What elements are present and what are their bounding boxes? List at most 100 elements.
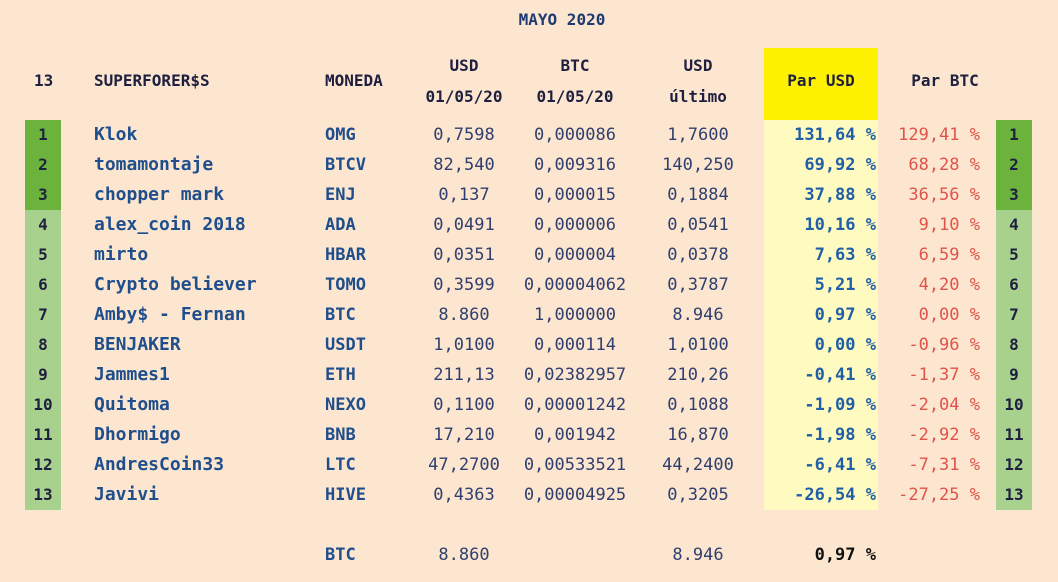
par-btc-value: -2,92 % [908,425,980,445]
rank-right: 11 [996,420,1032,450]
rank-right: 4 [996,210,1032,240]
header-name: SUPERFORER$S [94,71,210,90]
usd-start-value: 1,0100 [433,335,495,355]
par-usd-value: 7,63 % [814,245,876,265]
footer-usd: 8.860 [438,545,490,565]
participant-name: BENJAKER [94,334,181,355]
rank-left: 3 [25,180,61,210]
par-usd-value: -26,54 % [794,485,876,505]
par-usd-column-highlight [764,48,878,510]
header-usd-start-line1: USD [449,56,479,75]
participant-name: tomamontaje [94,154,214,175]
header-usd-last-line1: USD [683,56,713,75]
rank-left: 12 [25,450,61,480]
usd-last-value: 8.946 [672,305,724,325]
usd-last-value: 140,250 [662,155,734,175]
table-row: 3 chopper mark ENJ 0,137 0,000015 0,1884 37,88… [0,180,1058,210]
usd-start-value: 47,2700 [428,455,500,475]
coin-symbol: OMG [325,125,356,145]
par-btc-value: -27,25 % [898,485,980,505]
coin-symbol: NEXO [325,395,366,415]
footer-par-usd: 0,97 % [814,545,876,565]
coin-symbol: USDT [325,335,366,355]
par-usd-value: -0,41 % [804,365,876,385]
par-usd-value: 0,00 % [814,335,876,355]
table-row: 11 Dhormigo BNB 17,210 0,001942 16,870 -1,98 %… [0,420,1058,450]
coin-symbol: TOMO [325,275,366,295]
table-row: 4 alex_coin 2018 ADA 0,0491 0,000006 0,0541 10… [0,210,1058,240]
rank-right: 3 [996,180,1032,210]
table-row: 7 Amby$ - Fernan BTC 8.860 1,000000 8.946 0,97… [0,300,1058,330]
usd-start-value: 17,210 [433,425,495,445]
table-row: 6 Crypto believer TOMO 0,3599 0,00004062 0,37… [0,270,1058,300]
rank-right: 6 [996,270,1032,300]
rank-right: 10 [996,390,1032,420]
page-title: MAYO 2020 [518,10,606,29]
rank-right: 8 [996,330,1032,360]
usd-start-value: 0,7598 [433,125,495,145]
rank-left: 13 [25,480,61,510]
coin-symbol: HBAR [325,245,366,265]
coin-symbol: BNB [325,425,356,445]
participant-name: Dhormigo [94,424,181,445]
usd-last-value: 44,2400 [662,455,734,475]
table-row: 12 AndresCoin33 LTC 47,2700 0,00533521 44,240… [0,450,1058,480]
usd-last-value: 16,870 [667,425,729,445]
usd-start-value: 0,137 [438,185,490,205]
header-usd-last: USD último [648,56,748,106]
header-count: 13 [34,71,54,90]
usd-last-value: 0,0378 [667,245,729,265]
rank-left: 7 [25,300,61,330]
usd-last-value: 0,3787 [667,275,729,295]
btc-start-value: 0,001942 [534,425,616,445]
btc-start-value: 0,000006 [534,215,616,235]
usd-start-value: 0,1100 [433,395,495,415]
usd-last-value: 0,1088 [667,395,729,415]
participant-name: chopper mark [94,184,225,205]
usd-last-value: 1,7600 [667,125,729,145]
par-usd-value: 0,97 % [814,305,876,325]
participant-name: Jammes1 [94,364,170,385]
rank-left: 2 [25,150,61,180]
usd-start-value: 0,3599 [433,275,495,295]
par-btc-value: 9,10 % [918,215,980,235]
rank-left: 4 [25,210,61,240]
btc-start-value: 1,000000 [534,305,616,325]
par-btc-value: 129,41 % [898,125,980,145]
table-row: 10 Quitoma NEXO 0,1100 0,00001242 0,1088 -1,09… [0,390,1058,420]
par-btc-value: 36,56 % [908,185,980,205]
par-btc-value: 4,20 % [918,275,980,295]
rank-right: 12 [996,450,1032,480]
par-usd-value: 131,64 % [794,125,876,145]
usd-start-value: 0,0351 [433,245,495,265]
par-usd-header-highlight [764,48,878,120]
coin-symbol: BTC [325,305,356,325]
coin-symbol: LTC [325,455,356,475]
btc-start-value: 0,02382957 [523,365,627,385]
participant-name: mirto [94,244,149,265]
rank-left: 8 [25,330,61,360]
par-btc-value: -0,96 % [908,335,980,355]
btc-start-value: 0,000114 [534,335,616,355]
usd-last-value: 1,0100 [667,335,729,355]
participant-name: alex_coin 2018 [94,214,246,235]
usd-start-value: 0,0491 [433,215,495,235]
participant-name: Quitoma [94,394,170,415]
rank-right: 2 [996,150,1032,180]
header-btc-start: BTC 01/05/20 [520,56,630,106]
btc-start-value: 0,000015 [534,185,616,205]
usd-start-value: 211,13 [433,365,495,385]
header-usd-last-line2: último [669,87,727,106]
footer-last: 8.946 [672,545,724,565]
table-row: 13 Javivi HIVE 0,4363 0,00004925 0,3205 -26,54… [0,480,1058,510]
rank-left: 6 [25,270,61,300]
rank-left: 11 [25,420,61,450]
par-usd-value: 37,88 % [804,185,876,205]
par-btc-value: -1,37 % [908,365,980,385]
usd-last-value: 0,1884 [667,185,729,205]
participant-name: Klok [94,124,138,145]
coin-symbol: ETH [325,365,356,385]
btc-start-value: 0,000004 [534,245,616,265]
usd-start-value: 82,540 [433,155,495,175]
table-row: 5 mirto HBAR 0,0351 0,000004 0,0378 7,63 % 6,59… [0,240,1058,270]
